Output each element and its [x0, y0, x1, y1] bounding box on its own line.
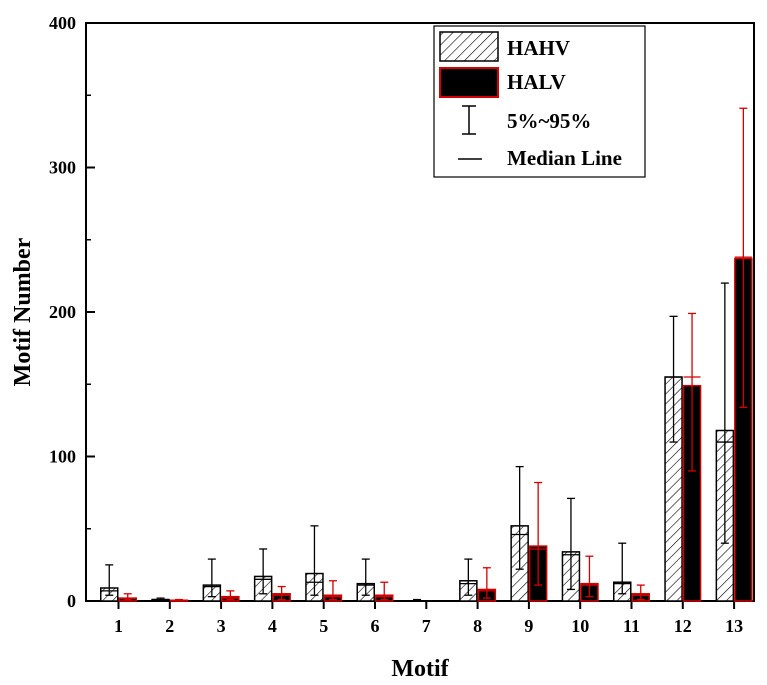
- x-tick-label: 2: [165, 616, 174, 636]
- legend-swatch-halv: [439, 67, 499, 98]
- y-tick-label: 0: [67, 591, 76, 611]
- plot-frame: [85, 22, 755, 602]
- x-tick-label: 12: [674, 616, 692, 636]
- legend-label-hahv: HAHV: [507, 36, 570, 60]
- y-tick-label: 100: [49, 447, 76, 467]
- x-axis-title: Motif: [391, 656, 449, 682]
- x-tick-label: 9: [524, 616, 533, 636]
- x-tick-label: 1: [114, 616, 123, 636]
- legend-swatch-hahv: [439, 31, 499, 62]
- plot-area: [85, 22, 755, 602]
- legend: HAHV HALV 5%~95% Median Line: [433, 25, 646, 178]
- legend-whisker-symbol: [462, 105, 476, 135]
- y-axis-title: Motif Number: [10, 237, 36, 386]
- x-tick-label: 8: [473, 616, 482, 636]
- x-tick-label: 5: [319, 616, 328, 636]
- x-tick-label: 4: [268, 616, 277, 636]
- x-tick-label: 6: [371, 616, 380, 636]
- x-axis: 1 2 3 4 5 6 7 8 9 10 11 12 13: [114, 601, 743, 636]
- x-tick-label: 7: [422, 616, 431, 636]
- y-tick-label: 300: [49, 158, 76, 178]
- x-tick-label: 3: [217, 616, 226, 636]
- bars: [100, 107, 753, 602]
- y-tick-label: 400: [49, 13, 76, 33]
- legend-label-halv: HALV: [507, 70, 566, 94]
- x-tick-label: 10: [571, 616, 589, 636]
- y-tick-label: 200: [49, 302, 76, 322]
- legend-label-median: Median Line: [507, 146, 622, 170]
- y-axis: 0 100 200 300 400: [49, 13, 95, 611]
- legend-label-range: 5%~95%: [507, 109, 591, 133]
- x-tick-label: 13: [725, 616, 743, 636]
- x-tick-label: 11: [623, 616, 640, 636]
